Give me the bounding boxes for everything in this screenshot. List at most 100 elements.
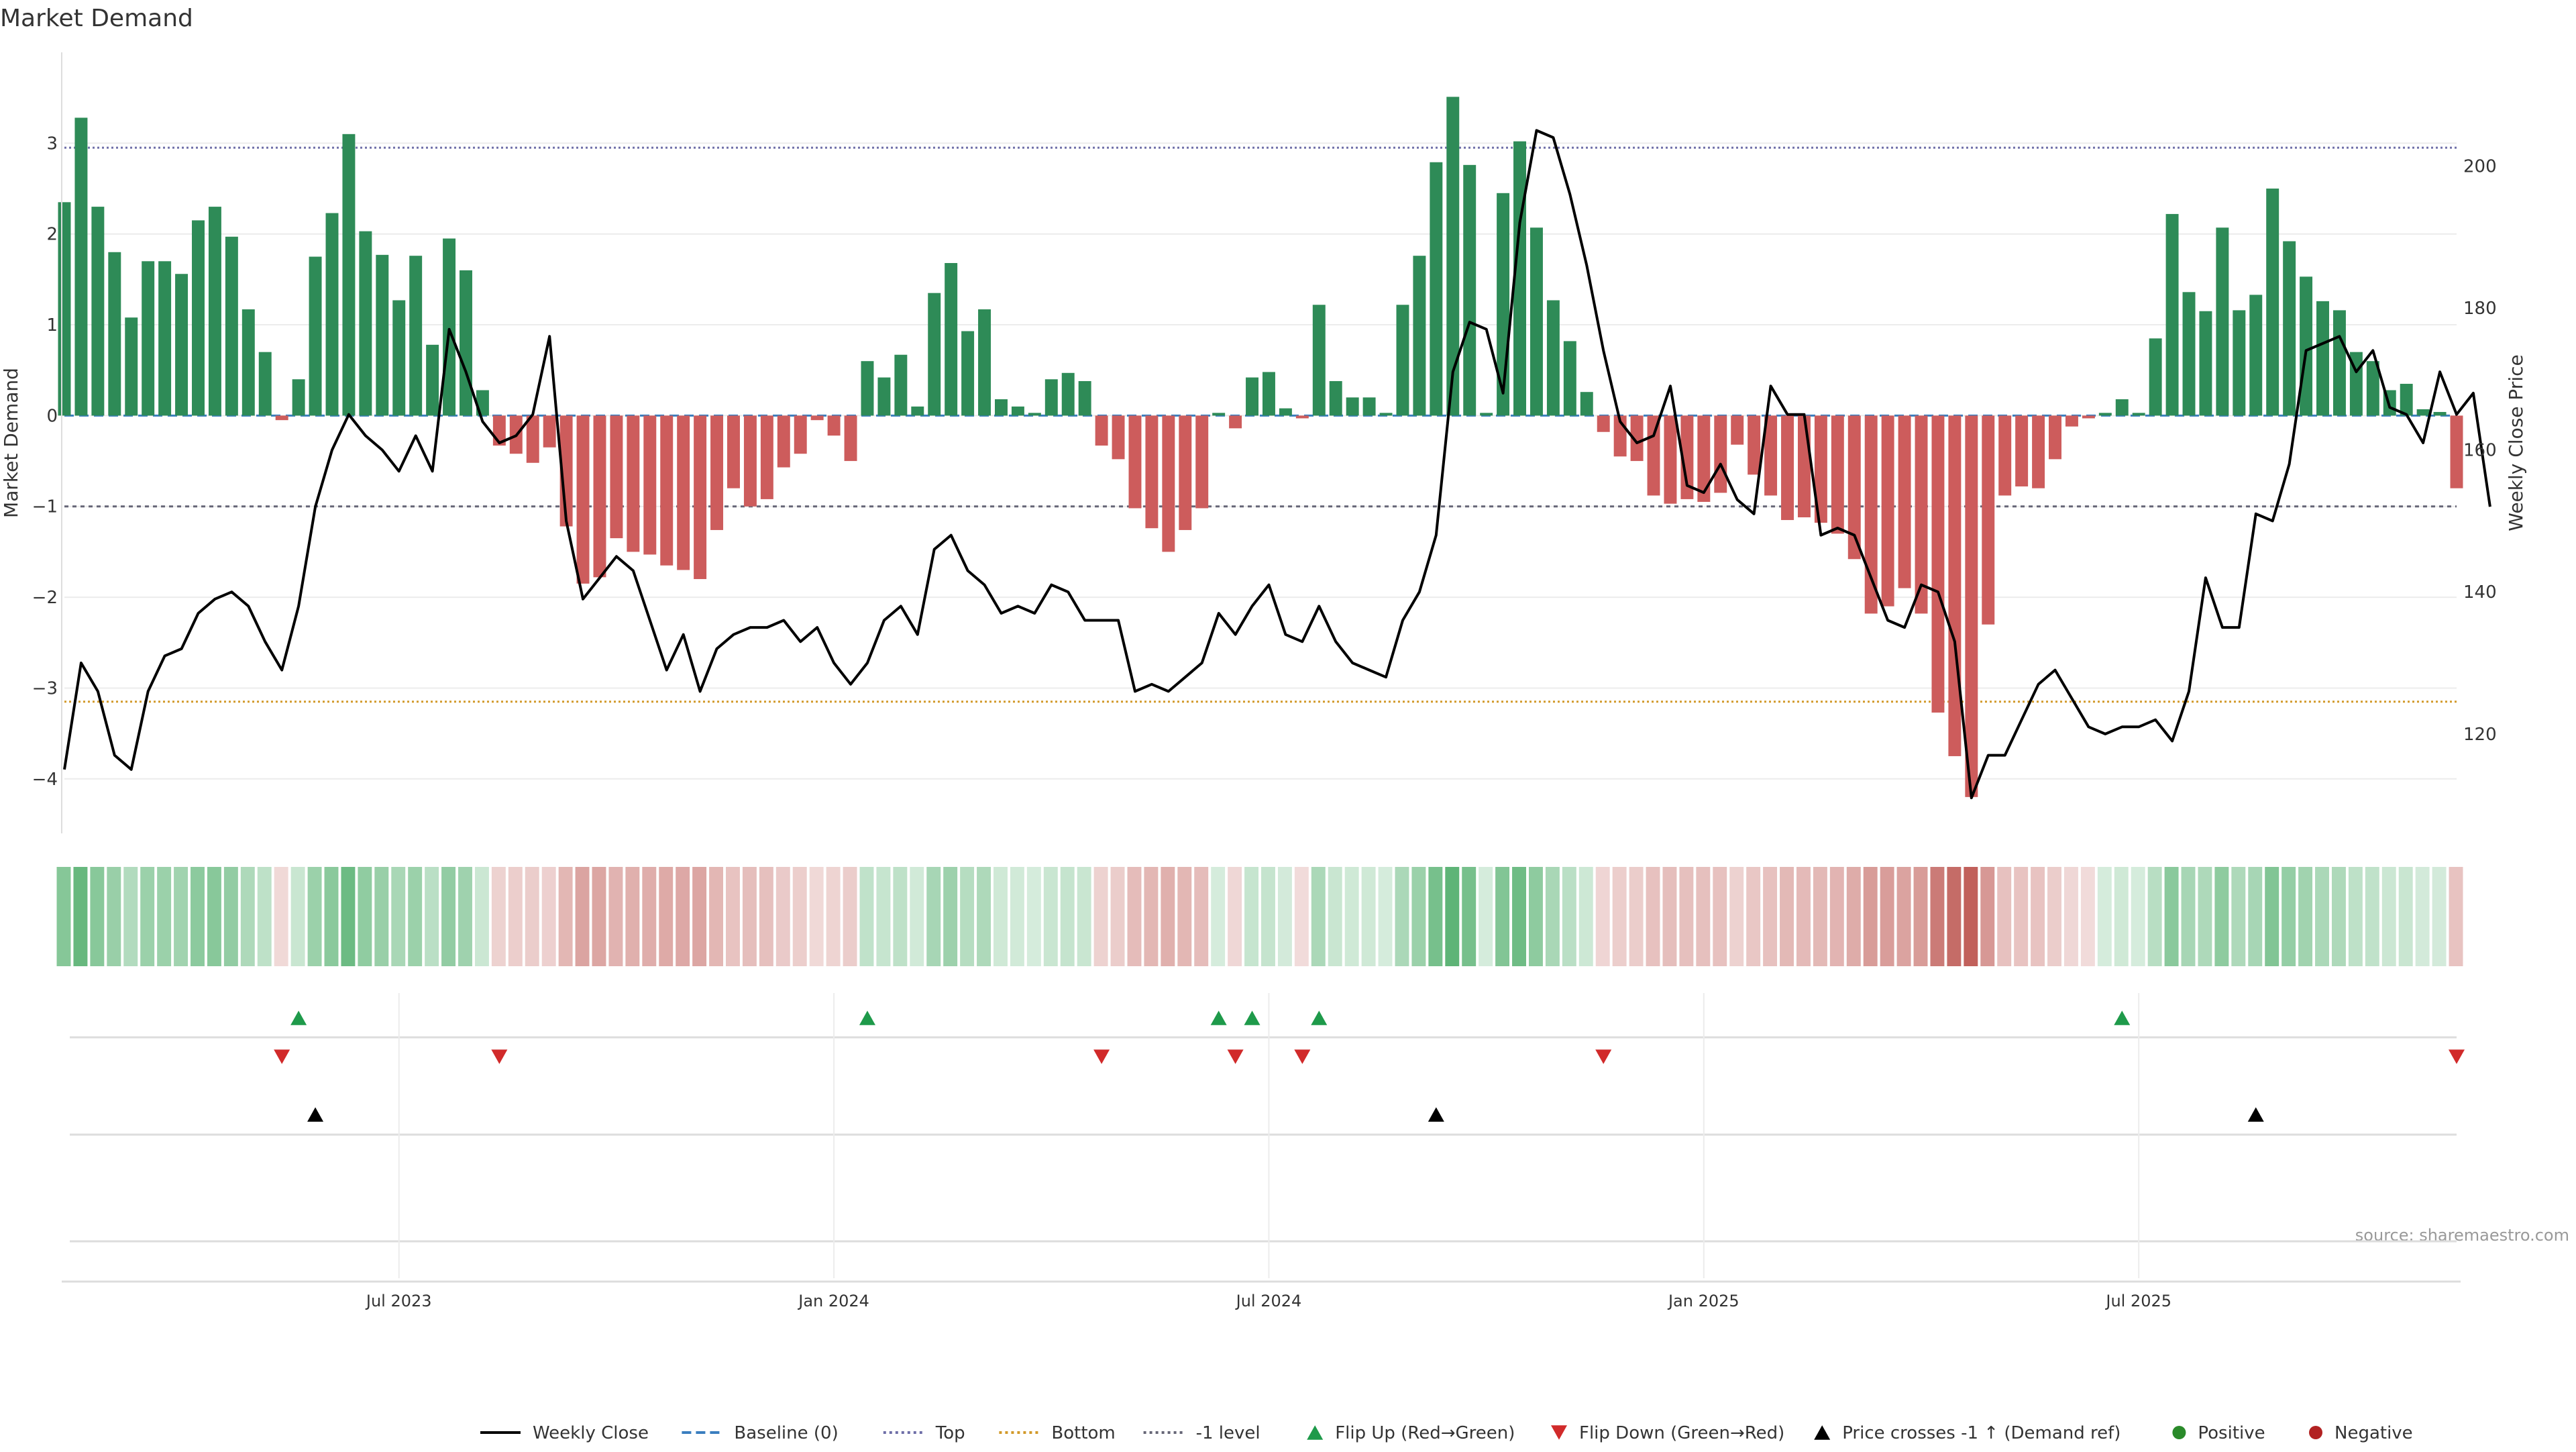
strip-cell (441, 867, 456, 966)
demand-bar (142, 261, 155, 416)
strip-cell (1829, 867, 1844, 966)
demand-bar (2416, 409, 2430, 416)
strip-cell (759, 867, 773, 966)
demand-bar (2149, 338, 2162, 416)
demand-bar (74, 117, 88, 416)
strip-cell (2348, 867, 2363, 966)
strip-cell (592, 867, 606, 966)
weekly-close-line (63, 129, 2491, 800)
demand-bar (2266, 189, 2279, 416)
strip-cell (1512, 867, 1526, 966)
strip-cell (174, 867, 189, 966)
demand-bar (2049, 415, 2061, 460)
demand-bar (2098, 413, 2112, 416)
strip-cell (1127, 867, 1142, 966)
strip-cell (2164, 867, 2179, 966)
strip-cell (1646, 867, 1660, 966)
flip-up-marker (290, 1010, 307, 1025)
demand-bar (1279, 408, 1292, 416)
demand-bar (1095, 415, 1108, 446)
demand-bar (994, 399, 1008, 416)
strip-cell (1562, 867, 1576, 966)
strip-cell (107, 867, 121, 966)
legend-swatch (1551, 1425, 1567, 1440)
strip-cell (1997, 867, 2012, 966)
strip-cell (960, 867, 975, 966)
strip-cell (2097, 867, 2112, 966)
price-cross-marker (1428, 1107, 1444, 1122)
y-axis-label: Market Demand (0, 368, 22, 518)
strip-cell (1344, 867, 1359, 966)
strip-cell (56, 867, 71, 966)
demand-bar (91, 207, 105, 416)
strip-cell (809, 867, 824, 966)
demand-bar (928, 293, 941, 416)
demand-bar (1998, 415, 2012, 496)
legend-label: Flip Up (Red→Green) (1335, 1423, 1515, 1443)
demand-bar (208, 207, 221, 416)
strip-cell (1277, 867, 1292, 966)
strip-cell (575, 867, 590, 966)
strip-cell (2063, 867, 2078, 966)
y-tick-label: 2 (46, 225, 58, 245)
demand-bar (576, 415, 590, 584)
demand-bar (1145, 415, 1159, 529)
strip-cell (893, 867, 908, 966)
demand-bar (125, 317, 138, 416)
demand-bar (593, 415, 606, 578)
strip-cell (1780, 867, 1794, 966)
strip-cell (2381, 867, 2396, 966)
demand-bar (158, 261, 172, 416)
demand-bar (2132, 413, 2145, 416)
strip-cell (775, 867, 790, 966)
strip-cell (994, 867, 1008, 966)
demand-bar (627, 415, 640, 552)
demand-bar (694, 415, 707, 580)
demand-bar (1948, 415, 1962, 756)
flip-down-marker (274, 1049, 290, 1064)
y-tick-label: 0 (46, 406, 58, 426)
strip-cell (1696, 867, 1711, 966)
legend-label: Flip Down (Green→Red) (1579, 1423, 1784, 1443)
strip-cell (2214, 867, 2229, 966)
strip-cell (123, 867, 138, 966)
demand-bar (710, 415, 724, 530)
demand-bar (1881, 415, 1894, 607)
strip-cell (2047, 867, 2061, 966)
strip-cell (324, 867, 339, 966)
demand-bar (376, 254, 389, 416)
demand-bar (342, 134, 356, 416)
demand-bar (1480, 413, 1493, 416)
x-tick-label: Jan 2024 (797, 1292, 869, 1310)
strip-cell (1746, 867, 1761, 966)
flip-down-marker (1093, 1049, 1110, 1064)
strip-cell (1545, 867, 1560, 966)
strip-cell (1194, 867, 1209, 966)
y-tick-label: −3 (32, 678, 58, 698)
strip-cell (1043, 867, 1058, 966)
demand-bar (443, 238, 456, 416)
demand-bar (1898, 415, 1911, 588)
demand-bar (827, 415, 841, 436)
flip-down-marker (491, 1049, 508, 1064)
x-tick-label: Jul 2025 (2104, 1292, 2171, 1310)
strip-cell (1144, 867, 1159, 966)
demand-bar (1680, 415, 1694, 499)
strip-cell (709, 867, 724, 966)
demand-bar (1329, 380, 1342, 416)
strip-cell (274, 867, 288, 966)
strip-cell (1495, 867, 1510, 966)
demand-bar (2400, 384, 2413, 416)
strip-cell (2265, 867, 2279, 966)
y-tick-label: −1 (32, 497, 58, 517)
demand-bar (2316, 301, 2329, 416)
demand-bar (1714, 415, 1727, 493)
demand-bar (1814, 415, 1827, 523)
strip-cell (2181, 867, 2196, 966)
strip-cell (1846, 867, 1861, 966)
demand-bar (1246, 377, 1259, 416)
legend-label: Weekly Close (533, 1423, 649, 1443)
demand-bar (760, 415, 773, 499)
